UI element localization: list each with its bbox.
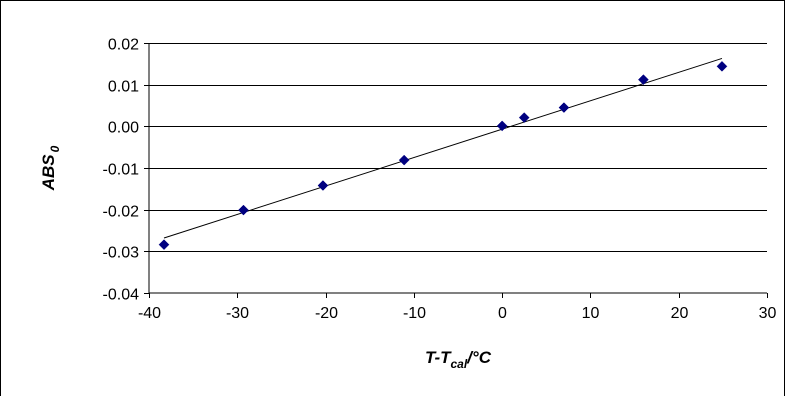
y-tick-label: 0.02	[108, 37, 139, 54]
y-tick-label: -0.01	[103, 162, 140, 179]
trendline	[163, 57, 723, 239]
grid-lines	[149, 43, 767, 252]
x-tick-label: -10	[403, 305, 426, 322]
y-tick-label: -0.02	[103, 204, 140, 221]
data-point	[238, 204, 249, 216]
x-tick-labels: -40 -30 -20 -10 0 10 20 30	[138, 305, 777, 322]
y-tick-label: 0.00	[108, 120, 139, 137]
y-tick-labels: 0.02 0.01 0.00 -0.01 -0.02 -0.03 -0.04	[103, 37, 140, 304]
data-points	[158, 60, 728, 251]
y-axis-title: ABS0	[39, 145, 62, 191]
data-point	[518, 112, 530, 123]
data-point	[496, 120, 508, 132]
data-point	[638, 74, 649, 86]
data-point	[158, 239, 170, 251]
x-tick-label: -30	[226, 305, 249, 322]
x-tick-label: -20	[315, 305, 338, 322]
data-point	[716, 60, 728, 72]
data-point	[317, 180, 329, 191]
x-axis-title: T-Tcal/°C	[425, 348, 492, 371]
x-tick-label: 30	[759, 305, 777, 322]
x-tick-label: 10	[582, 305, 600, 322]
x-tick-label: -40	[138, 305, 161, 322]
data-point	[558, 102, 570, 113]
y-tick-label: 0.01	[108, 79, 139, 96]
data-point	[398, 154, 410, 166]
x-tick-label: 0	[498, 305, 507, 322]
y-tick-label: -0.04	[103, 287, 140, 304]
y-tick-label: -0.03	[103, 245, 140, 262]
x-tick-label: 20	[671, 305, 689, 322]
y-tick-marks	[144, 43, 149, 294]
x-tick-marks	[149, 293, 768, 298]
